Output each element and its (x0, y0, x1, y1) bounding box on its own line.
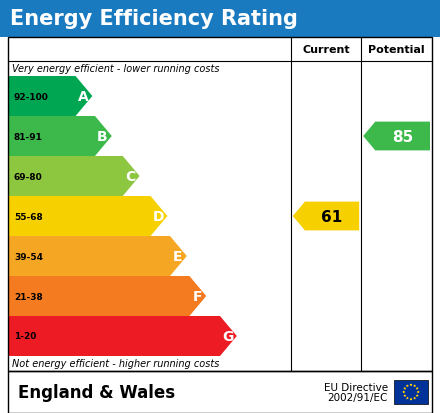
Text: 55-68: 55-68 (14, 212, 43, 221)
Polygon shape (403, 387, 406, 390)
Polygon shape (406, 396, 409, 399)
Polygon shape (417, 390, 420, 393)
Polygon shape (9, 276, 206, 316)
Text: EU Directive: EU Directive (324, 382, 388, 392)
Bar (8, 38, 432, 371)
Bar (8, 371, 432, 413)
Polygon shape (410, 383, 413, 386)
Text: E: E (173, 249, 182, 263)
Polygon shape (363, 122, 430, 151)
Polygon shape (9, 157, 139, 197)
Text: Energy Efficiency Rating: Energy Efficiency Rating (10, 9, 298, 29)
Bar (0, 0, 440, 38)
Polygon shape (9, 197, 167, 236)
Polygon shape (410, 398, 413, 401)
Text: D: D (152, 209, 164, 223)
Polygon shape (9, 77, 92, 117)
Text: England & Wales: England & Wales (18, 383, 175, 401)
Text: Current: Current (302, 45, 350, 55)
Polygon shape (416, 394, 419, 397)
Text: Not energy efficient - higher running costs: Not energy efficient - higher running co… (12, 358, 220, 369)
Polygon shape (406, 384, 409, 387)
Polygon shape (402, 390, 405, 393)
Text: 21-38: 21-38 (14, 292, 43, 301)
Text: G: G (222, 329, 233, 343)
Polygon shape (413, 384, 416, 387)
Polygon shape (9, 236, 187, 276)
Text: F: F (192, 289, 202, 303)
Text: B: B (97, 130, 108, 144)
Text: 85: 85 (392, 129, 413, 144)
Text: Very energy efficient - lower running costs: Very energy efficient - lower running co… (12, 64, 220, 74)
Bar (394, 380, 428, 404)
Text: 61: 61 (322, 209, 343, 224)
Text: 39-54: 39-54 (14, 252, 43, 261)
Text: 69-80: 69-80 (14, 172, 43, 181)
Text: 1-20: 1-20 (14, 332, 37, 341)
Polygon shape (416, 387, 419, 390)
Text: 2002/91/EC: 2002/91/EC (328, 392, 388, 402)
Polygon shape (293, 202, 359, 231)
Polygon shape (413, 396, 416, 399)
Text: C: C (125, 170, 136, 183)
Text: A: A (78, 90, 88, 104)
Polygon shape (9, 117, 112, 157)
Text: 92-100: 92-100 (14, 92, 49, 101)
Polygon shape (403, 394, 406, 397)
Text: Potential: Potential (368, 45, 425, 55)
Polygon shape (9, 316, 237, 356)
Text: 81-91: 81-91 (14, 132, 43, 141)
